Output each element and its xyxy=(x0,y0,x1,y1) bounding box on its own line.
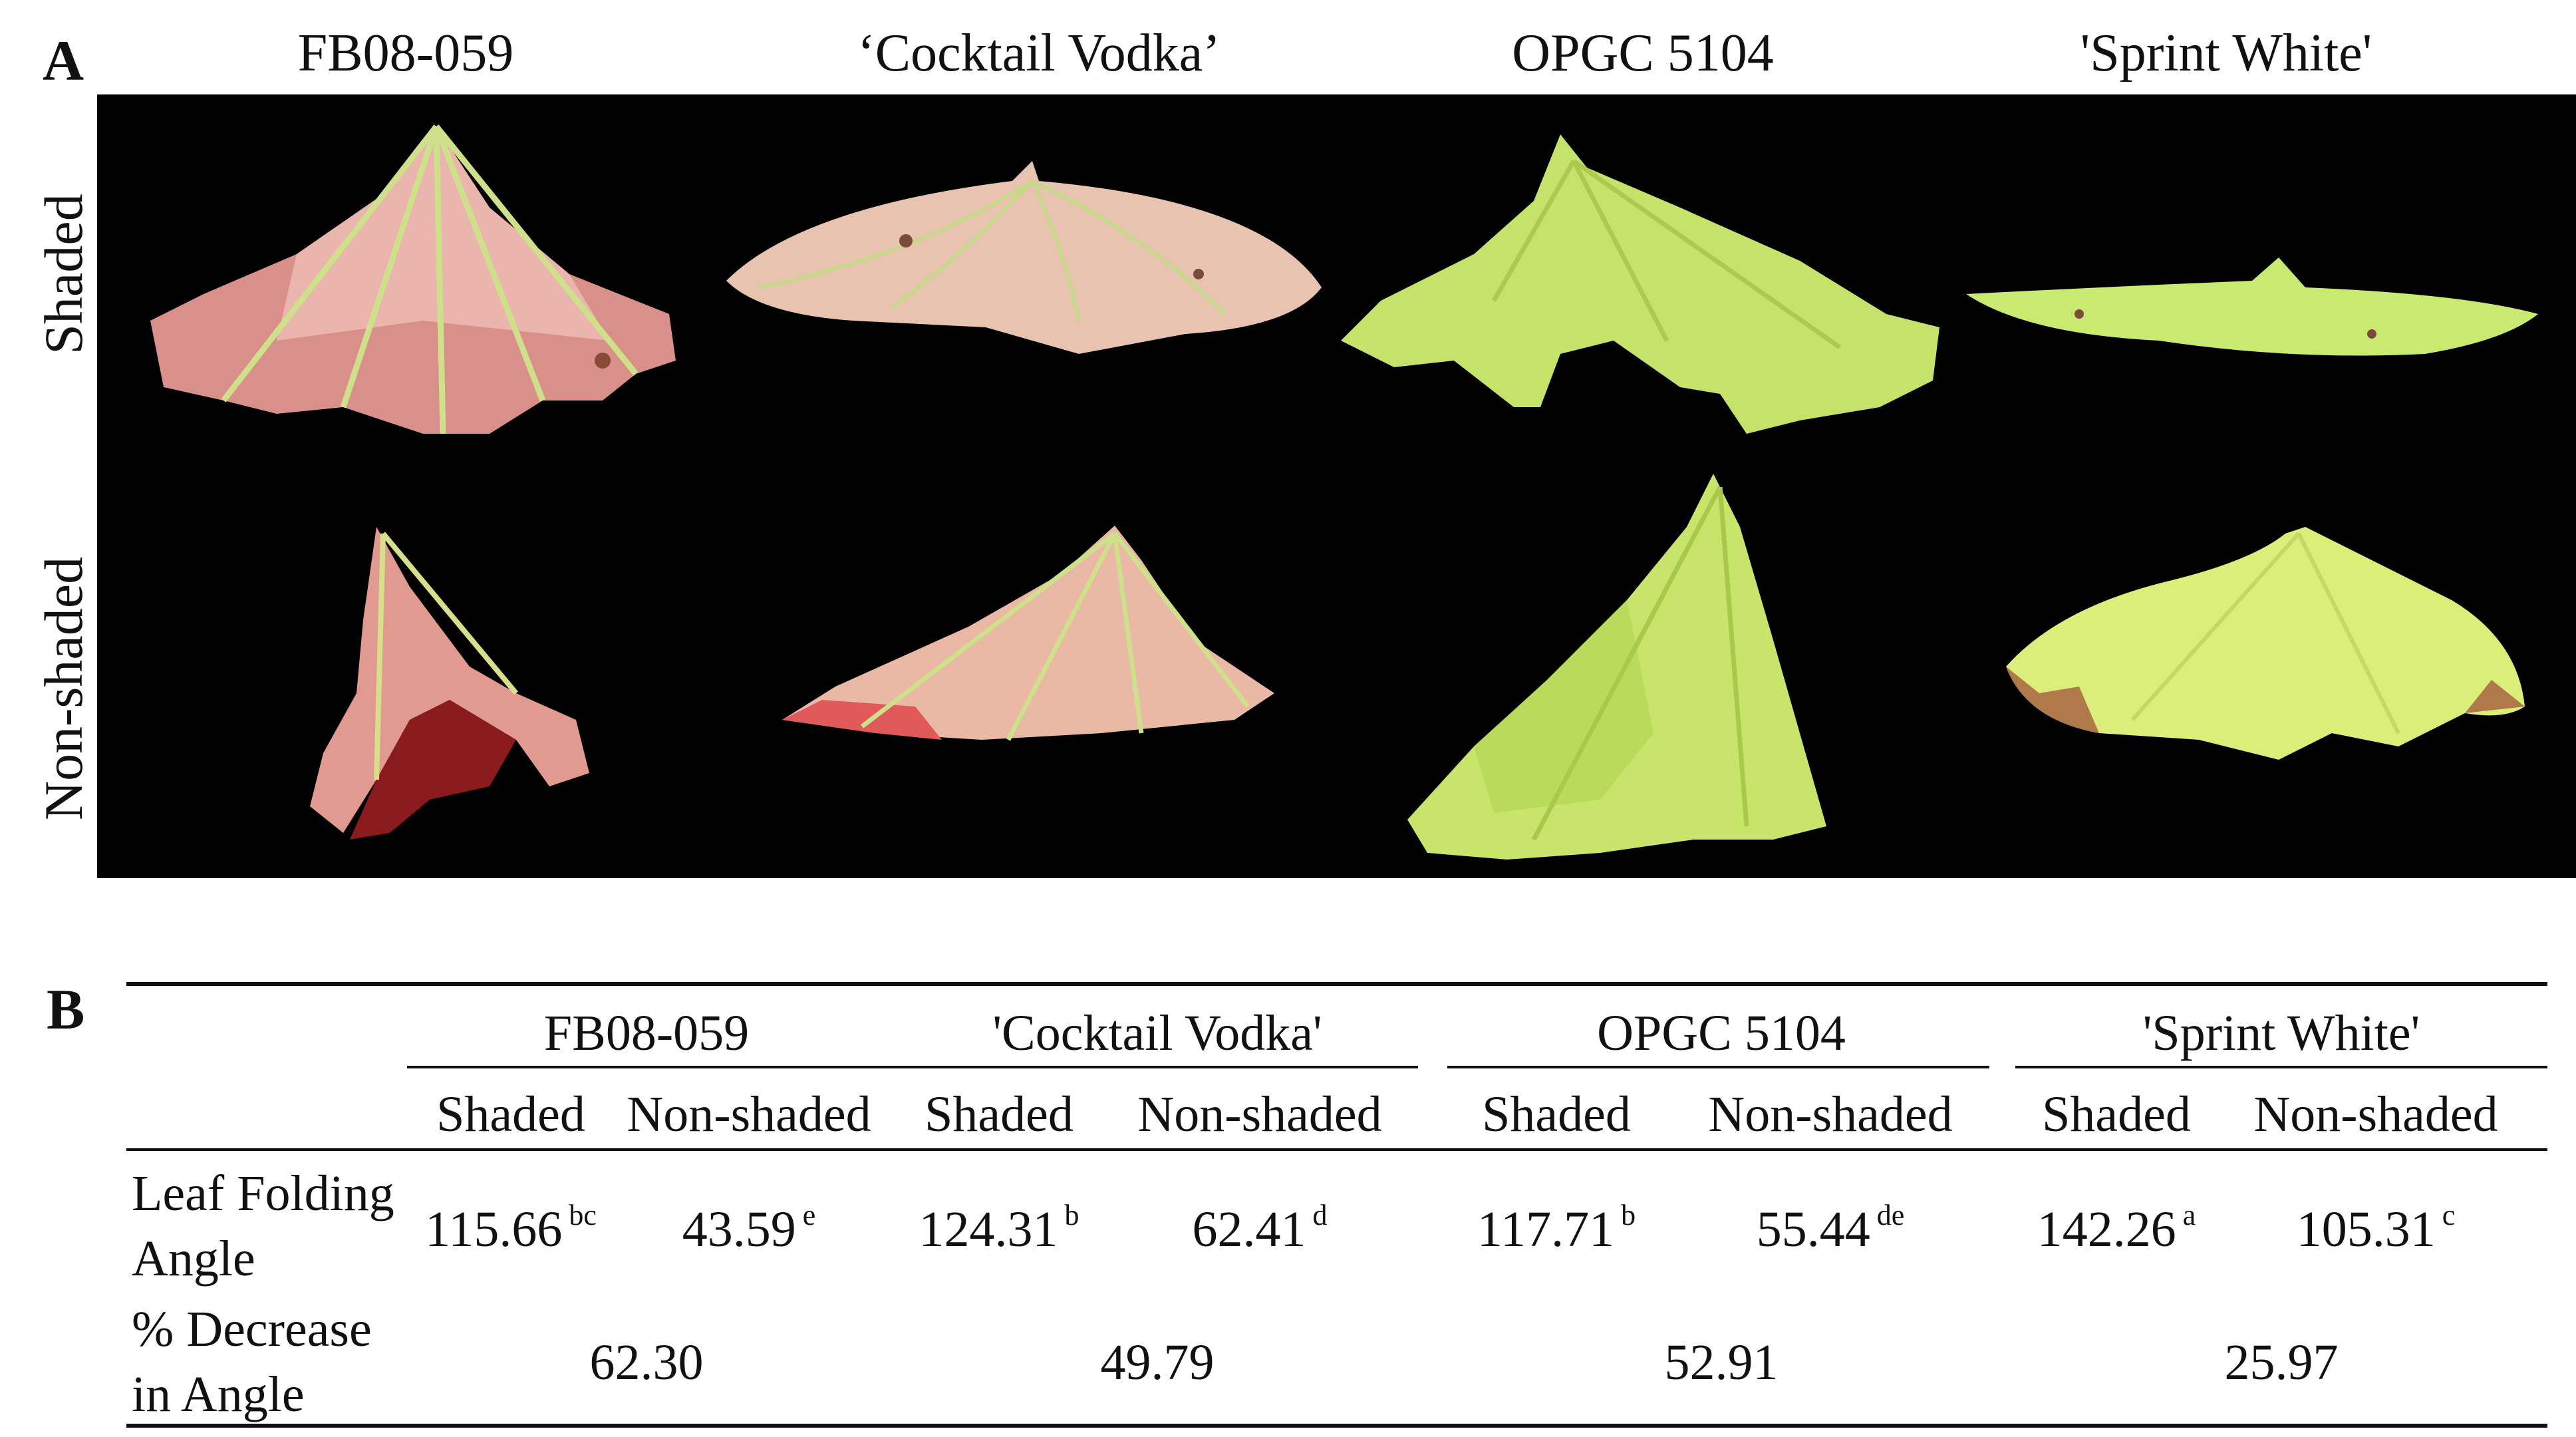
leaf-cocktail-vodka-shaded xyxy=(726,161,1322,354)
angle-value: 55.44 xyxy=(1756,1201,1870,1257)
significance-letter: a xyxy=(2182,1199,2196,1231)
significance-letter: de xyxy=(1876,1199,1905,1231)
leaf-opgc-5104-non-shaded xyxy=(1407,474,1826,860)
angle-value-cell: 115.66 bc xyxy=(425,1201,597,1255)
panel-b-label: B xyxy=(47,977,85,1041)
angle-value-cell: 62.41 d xyxy=(1193,1201,1328,1255)
angle-value: 117.71 xyxy=(1477,1201,1615,1257)
row-label-leaf-folding-angle-line2: Angle xyxy=(132,1231,255,1287)
decrease-value-opgc-5104: 52.91 xyxy=(1664,1335,1779,1390)
leaf-photo-grid xyxy=(97,94,2576,878)
table-header-cocktail-vodka: 'Cocktail Vodka' xyxy=(992,1005,1322,1061)
angle-value: 115.66 xyxy=(425,1201,563,1257)
significance-letter: c xyxy=(2442,1199,2456,1231)
header-underline-left xyxy=(407,1066,1418,1068)
angle-value-cell: 142.26 a xyxy=(2037,1201,2196,1255)
leaf-sprint-white-non-shaded xyxy=(2006,527,2525,760)
leaf-opgc-5104-shaded xyxy=(1341,134,1939,434)
leaf-sprint-white-shaded xyxy=(1966,257,2538,356)
subheader-shaded: Shaded xyxy=(2042,1086,2191,1142)
leaf-fb08-059-non-shaded xyxy=(310,527,589,840)
significance-letter: d xyxy=(1312,1199,1328,1231)
photo-row-label-non-shaded: Non-shaded xyxy=(33,556,94,821)
decrease-value-fb08-059: 62.30 xyxy=(589,1335,704,1390)
angle-value-cell: 55.44 de xyxy=(1757,1201,1905,1255)
row-label-leaf-folding-angle-line1: Leaf Folding xyxy=(132,1166,394,1221)
significance-letter: e xyxy=(802,1199,816,1231)
photo-column-header-cocktail-vodka: ‘Cocktail Vodka’ xyxy=(857,24,1220,82)
angle-value: 43.59 xyxy=(682,1201,796,1257)
leaf-cocktail-vodka-non-shaded xyxy=(782,526,1274,741)
subheader-shaded: Shaded xyxy=(1482,1086,1631,1142)
table-bottom-rule xyxy=(126,1424,2547,1428)
table-header-opgc-5104: OPGC 5104 xyxy=(1597,1005,1846,1061)
angle-value: 105.31 xyxy=(2296,1201,2436,1257)
subheader-non-shaded: Non-shaded xyxy=(1708,1086,1953,1142)
significance-letter: bc xyxy=(569,1199,597,1231)
row-label-percent-decrease-line2: in Angle xyxy=(132,1366,305,1422)
header-underline-sprint xyxy=(2015,1066,2547,1068)
subheader-rule xyxy=(126,1148,2547,1151)
subheader-shaded: Shaded xyxy=(925,1086,1073,1142)
row-label-percent-decrease-line1: % Decrease xyxy=(132,1301,372,1357)
leaf-fb08-059-shaded xyxy=(150,124,676,434)
subheader-non-shaded: Non-shaded xyxy=(2253,1086,2498,1142)
header-underline-opgc xyxy=(1447,1066,1989,1068)
angle-value: 124.31 xyxy=(919,1201,1058,1257)
photo-row-label-shaded: Shaded xyxy=(33,194,94,355)
angle-value-cell: 124.31 b xyxy=(919,1201,1079,1255)
angle-value: 142.26 xyxy=(2037,1201,2176,1257)
significance-letter: b xyxy=(1064,1199,1079,1231)
subheader-non-shaded: Non-shaded xyxy=(1137,1086,1382,1142)
subheader-shaded: Shaded xyxy=(436,1086,585,1142)
table-top-rule xyxy=(126,982,2547,986)
table-header-sprint-white: 'Sprint White' xyxy=(2142,1005,2420,1061)
photo-column-header-fb08-059: FB08-059 xyxy=(297,24,514,82)
photo-column-header-sprint-white: 'Sprint White' xyxy=(2080,24,2372,82)
angle-value-cell: 43.59 e xyxy=(682,1201,816,1255)
panel-a-label: A xyxy=(43,29,84,92)
angle-value-cell: 117.71 b xyxy=(1477,1201,1636,1255)
angle-value: 62.41 xyxy=(1192,1201,1306,1257)
angle-value-cell: 105.31 c xyxy=(2297,1201,2456,1255)
decrease-value-sprint-white: 25.97 xyxy=(2224,1335,2339,1390)
photo-column-header-opgc-5104: OPGC 5104 xyxy=(1512,24,1774,82)
table-header-fb08-059: FB08-059 xyxy=(543,1005,750,1061)
subheader-non-shaded: Non-shaded xyxy=(627,1086,871,1142)
decrease-value-cocktail-vodka: 49.79 xyxy=(1100,1335,1215,1390)
significance-letter: b xyxy=(1621,1199,1636,1231)
